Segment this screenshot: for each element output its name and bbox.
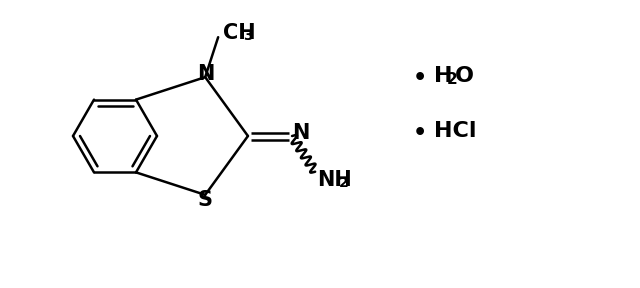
Text: 2: 2 xyxy=(339,176,349,190)
Text: O: O xyxy=(455,66,474,86)
Text: N: N xyxy=(198,64,215,84)
Text: 3: 3 xyxy=(243,29,253,43)
Text: N: N xyxy=(292,123,310,143)
Text: H: H xyxy=(434,66,452,86)
Text: 2: 2 xyxy=(447,71,458,86)
Text: •: • xyxy=(413,123,427,143)
Text: •: • xyxy=(413,68,427,88)
Text: CH: CH xyxy=(223,23,256,43)
Text: NH: NH xyxy=(317,170,352,190)
Text: S: S xyxy=(198,190,212,210)
Text: HCl: HCl xyxy=(434,121,477,141)
